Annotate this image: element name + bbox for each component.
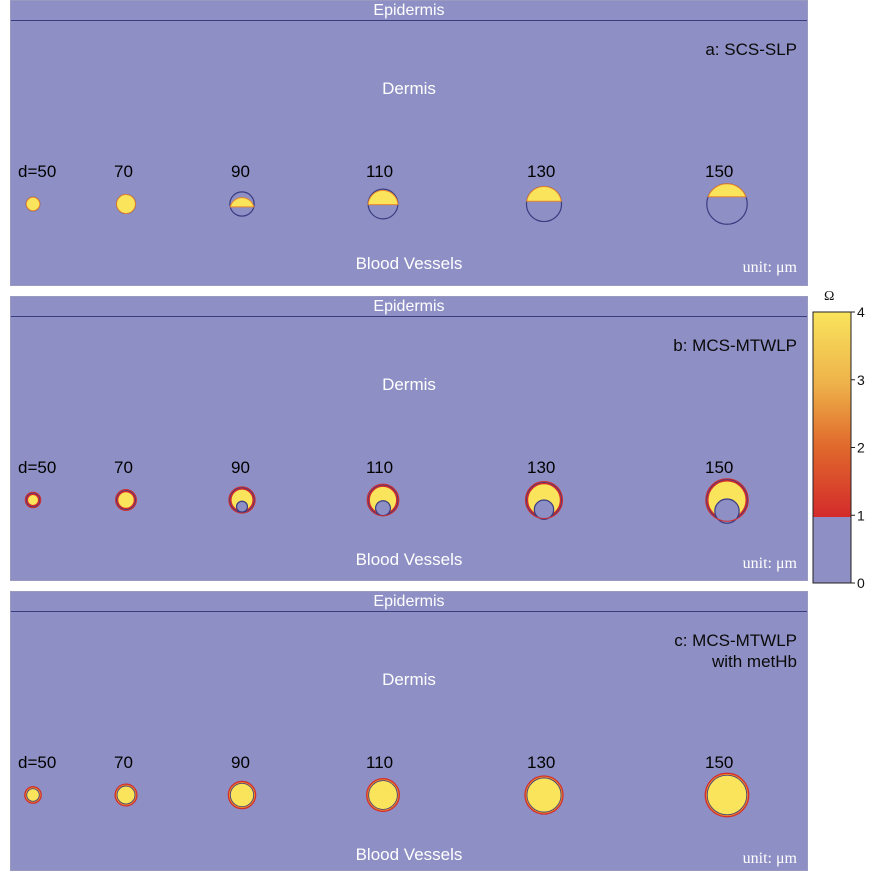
undamaged-core [714,498,740,524]
panel-title-line: b: MCS-MTWLP [673,336,797,355]
colorbar-tick-label: 2 [857,440,865,456]
damage-zone [25,196,41,212]
colorbar-upper [813,312,851,517]
diameter-label: 130 [527,162,555,181]
diameter-label: 110 [366,162,393,181]
diameter-label: 70 [114,753,133,772]
vessel: 70 [114,753,138,807]
epidermis-label: Epidermis [373,593,445,610]
damage-rim [524,480,564,520]
vessel: d=50 [18,458,56,509]
diameter-label: 150 [705,458,733,477]
diameter-label: 110 [366,753,393,772]
vessel: 90 [228,458,256,514]
vessel: 150 [704,753,750,818]
panel-b: Epidermis Dermis b: MCS-MTWLP d=50 70 90 11… [10,296,808,581]
blood-vessels-label: Blood Vessels [355,550,463,569]
vessel: d=50 [18,162,56,212]
vessel-row: d=50 70 90 110 130 150 [18,458,749,524]
damage-rim [705,478,749,522]
epidermis-label: Epidermis [373,298,445,315]
vessel: 70 [114,458,137,511]
colorbar-tick-label: 1 [857,507,865,523]
diameter-label: d=50 [18,162,56,181]
damage-zone [526,186,562,202]
colorbar-tick-label: 0 [857,575,865,590]
panel-title: a: SCS-SLP [705,39,797,60]
diameter-label: 150 [705,753,733,772]
diameter-label: 90 [231,753,250,772]
diameter-label: 150 [705,162,733,181]
panel-title: c: MCS-MTWLP with metHb [674,630,797,672]
colorbar-tick-label: 3 [857,372,865,388]
dermis-label: Dermis [382,670,436,689]
colorbar: Ω 4 3 2 1 0 [810,280,869,591]
unit-label: unit: μm [742,555,797,572]
undamaged-core [374,500,392,517]
vessel: 130 [524,458,564,520]
damage-zone [368,780,398,810]
epidermis-boundary [11,611,807,612]
blood-vessels-label: Blood Vessels [355,845,463,864]
diameter-label: 90 [231,162,250,181]
vessel: 110 [366,458,400,517]
damage-zone [26,493,40,507]
vessel: 90 [227,753,257,810]
vessel: 70 [114,162,137,215]
epidermis-label: Epidermis [373,2,445,19]
colorbar-symbol: Ω [824,289,834,304]
diameter-label: 130 [527,458,555,477]
vessel: 110 [366,753,400,812]
unit-label: unit: μm [742,850,797,867]
damage-zone [229,782,255,808]
vessel: 130 [524,753,564,815]
diameter-label: 70 [114,458,133,477]
panel-title-line: a: SCS-SLP [705,40,797,59]
epidermis-boundary [11,316,807,317]
diameter-label: d=50 [18,753,56,772]
diameter-label: 90 [231,458,250,477]
damage-rim [115,489,137,511]
damage-zone [116,490,136,510]
colorbar-lower [813,517,851,583]
damage-rim [228,486,256,514]
damage-zone [706,774,748,816]
colorbar-tick-label: 4 [857,304,865,320]
damage-zone [116,194,136,214]
undamaged-core [533,499,555,520]
vessel: 110 [366,162,399,220]
epidermis-boundary [11,20,807,21]
vessel: d=50 [18,753,56,804]
vessel-row: d=50 70 90 110 130 150 [18,753,750,818]
diameter-label: 70 [114,162,133,181]
vessel: 130 [525,162,563,223]
vessel-row: d=50 70 90 110 130 150 [18,162,748,225]
unit-label: unit: μm [742,259,797,276]
damage-zone [116,785,136,805]
damage-zone [367,189,399,206]
diameter-label: 130 [527,753,555,772]
colorbar-graphic: Ω 4 3 2 1 0 [812,289,865,591]
undamaged-core [235,500,249,513]
damage-rim [24,491,42,509]
dermis-label: Dermis [382,375,436,394]
diameter-label: 110 [366,458,393,477]
damage-rim [366,483,400,517]
vessel: 150 [705,162,748,225]
damage-zone [707,183,747,198]
damage-zone [526,777,562,813]
vessel: 90 [229,162,255,217]
diameter-label: d=50 [18,458,56,477]
blood-vessels-label: Blood Vessels [355,254,463,273]
panel-title: b: MCS-MTWLP [673,335,797,356]
panel-c: Epidermis Dermis c: MCS-MTWLP with metHb… [10,591,808,871]
damage-zone [26,788,40,802]
dermis-label: Dermis [382,79,436,98]
panel-a: Epidermis Dermis a: SCS-SLP d=50 70 90 110 1… [10,0,808,286]
vessel: 150 [705,458,749,524]
panel-title-line: c: MCS-MTWLP [674,631,797,650]
panel-title-line: with metHb [711,652,797,671]
damage-zone [229,197,255,208]
